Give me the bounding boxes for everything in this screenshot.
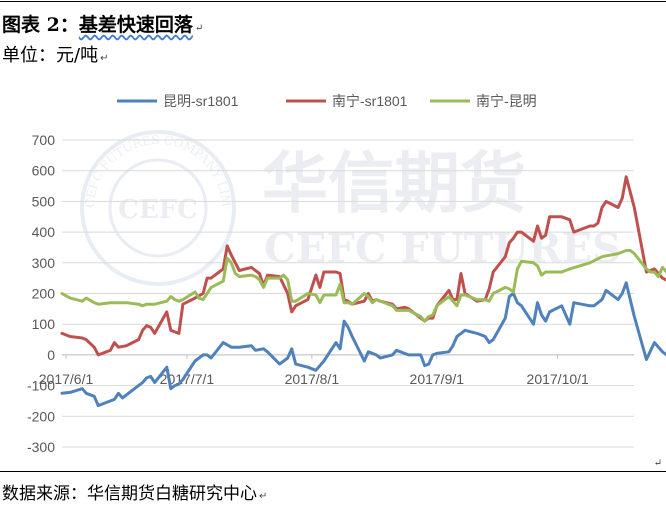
y-tick-label: -300 [27,439,55,455]
x-tick-label: 2017/7/1 [160,371,215,387]
top-rule [0,1,666,2]
paragraph-mark-icon: ↵ [194,23,204,34]
y-tick-label: 0 [47,347,55,363]
y-tick-label: 200 [32,286,56,302]
data-source: 数据来源：华信期货白糖研究中心 ↵ [2,479,267,504]
watermark-logo-text: CEFC [118,195,198,225]
legend-label: 南宁-昆明 [476,93,537,109]
series-line-1 [60,281,666,408]
y-tick-label: -100 [27,378,55,394]
watermark-seal-inner-ring [108,158,208,258]
paragraph-mark-icon: ↵ [259,491,268,502]
legend-label: 昆明-sr1801 [163,93,239,109]
paragraph-mark-icon: ↵ [653,458,662,469]
series-line-3 [60,249,666,323]
x-tick-label: 2017/9/1 [410,371,465,387]
figure-number: 图表 2： [2,14,79,36]
x-tick-label: 2017/10/1 [527,371,589,387]
unit-label: 单位：元/吨 ↵ [2,41,108,67]
paragraph-mark-icon: ↵ [100,53,109,64]
bottom-rule [0,471,666,472]
watermark-en-text: CEFC FUTURES [264,225,621,272]
figure-heading: 基差快速回落 [78,14,193,36]
x-tick-label: 2017/8/1 [285,371,340,387]
y-tick-label: 600 [32,163,56,179]
watermark-seal-outer-ring [80,130,236,286]
y-tick-label: 500 [32,193,56,209]
x-axis: 2017/6/1 2017/7/1 2017/8/1 2017/9/1 2017/10/… [39,354,634,387]
watermark-cn-text: 华信期货 [262,144,526,222]
legend-label: 南宁-sr1801 [332,93,408,109]
legend: 昆明-sr1801 南宁-sr1801 南宁-昆明 [117,93,537,109]
basis-line-chart: CEFC CEFC FUTURES COMPANY LIMITED 华信期货 C… [0,78,666,455]
y-tick-label: 400 [32,224,56,240]
plot-area [60,175,666,408]
unit-text: 单位：元/吨 [2,45,99,66]
source-text: 数据来源：华信期货白糖研究中心 [2,484,257,504]
y-tick-label: 300 [32,255,56,271]
y-tick-label: -200 [27,408,55,424]
y-tick-label: 700 [32,132,56,148]
figure-title: 图表 2：基差快速回落 ↵ [2,10,203,37]
x-tick-label: 2017/6/1 [39,371,94,387]
y-axis: -300 -200 -100 0 100 200 300 400 500 600 700 [27,132,55,455]
y-tick-label: 100 [32,316,56,332]
